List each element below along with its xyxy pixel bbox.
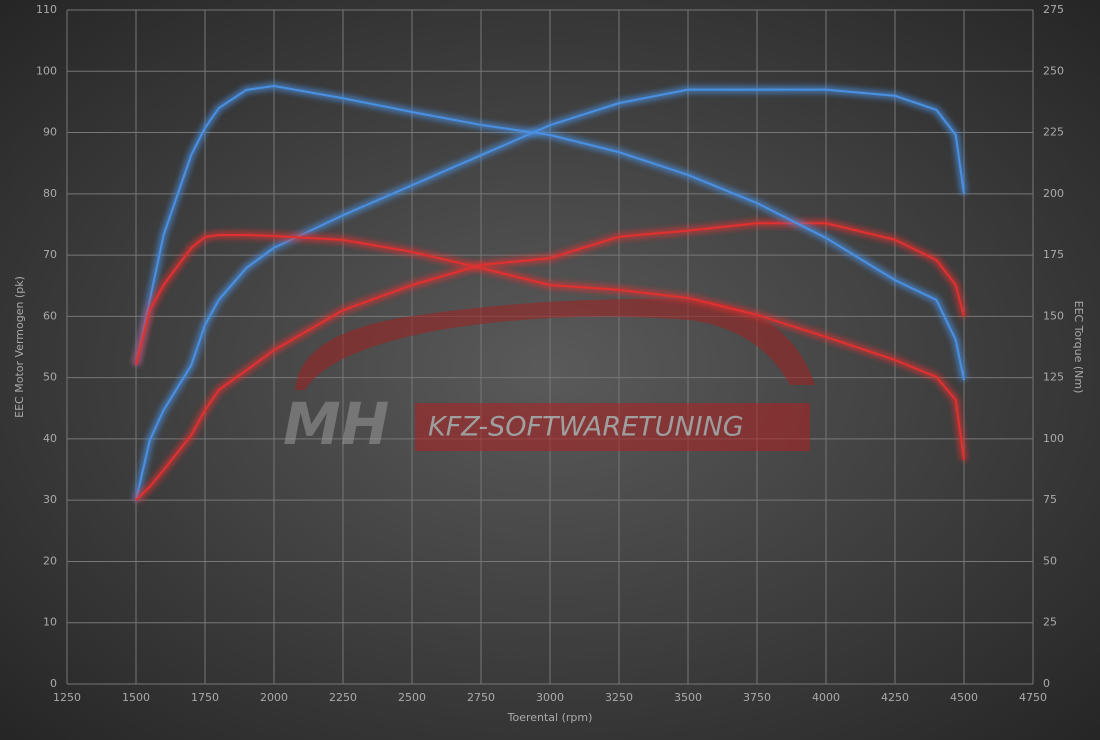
- logo-car: [295, 299, 815, 390]
- y-tick-label: 40: [43, 432, 57, 445]
- y2-axis-label: EEC Torque (Nm): [1072, 301, 1085, 394]
- watermark: MH KFZ-SOFTWARETUNING: [283, 299, 815, 458]
- x-tick-label: 4250: [881, 691, 909, 704]
- x-tick-label: 2750: [467, 691, 495, 704]
- y-tick-label: 100: [36, 64, 57, 77]
- y-tick-label: 110: [36, 3, 57, 16]
- y2-tick-label: 200: [1043, 187, 1064, 200]
- line: [135, 222, 965, 501]
- y2-tick-label: 175: [1043, 248, 1064, 261]
- y-tick-label: 0: [50, 677, 57, 690]
- y-axis-label: EEC Motor Vermogen (pk): [13, 276, 26, 418]
- y2-tick-label: 275: [1043, 3, 1064, 16]
- y-tick-label: 80: [43, 187, 57, 200]
- x-tick-label: 2250: [329, 691, 357, 704]
- y2-tick-label: 250: [1043, 64, 1064, 77]
- x-tick-label: 3750: [743, 691, 771, 704]
- y2-tick-label: 125: [1043, 371, 1064, 384]
- line: [135, 88, 965, 501]
- logo-text: KFZ-SOFTWARETUNING: [428, 412, 744, 443]
- y-tick-label: 30: [43, 493, 57, 506]
- x-tick-label: 3000: [536, 691, 564, 704]
- y2-tick-label: 25: [1043, 616, 1057, 629]
- x-tick-label: 4000: [812, 691, 840, 704]
- x-tick-label: 2000: [260, 691, 288, 704]
- y2-tick-label: 225: [1043, 126, 1064, 139]
- y2-tick-label: 75: [1043, 493, 1057, 506]
- x-tick-label: 1750: [191, 691, 219, 704]
- y2-tick-label: 50: [1043, 554, 1057, 567]
- line: [135, 233, 965, 461]
- x-tick-label: 2500: [398, 691, 426, 704]
- y-tick-label: 90: [43, 126, 57, 139]
- x-tick-label: 3500: [674, 691, 702, 704]
- x-tick-label: 4500: [950, 691, 978, 704]
- y2-tick-label: 0: [1043, 677, 1050, 690]
- x-axis-label: Toerental (rpm): [507, 711, 593, 724]
- y-tick-label: 60: [43, 309, 57, 322]
- x-tick-label: 4750: [1019, 691, 1047, 704]
- y-tick-label: 10: [43, 616, 57, 629]
- y2-tick-label: 100: [1043, 432, 1064, 445]
- x-tick-label: 1250: [53, 691, 81, 704]
- x-tick-label: 3250: [605, 691, 633, 704]
- y-tick-label: 50: [43, 371, 57, 384]
- y-tick-label: 20: [43, 554, 57, 567]
- logo-mh: MH: [283, 390, 389, 458]
- y-tick-label: 70: [43, 248, 57, 261]
- x-tick-label: 1500: [122, 691, 150, 704]
- line: [135, 84, 965, 381]
- logo-bar: [415, 403, 810, 451]
- y2-tick-label: 150: [1043, 309, 1064, 322]
